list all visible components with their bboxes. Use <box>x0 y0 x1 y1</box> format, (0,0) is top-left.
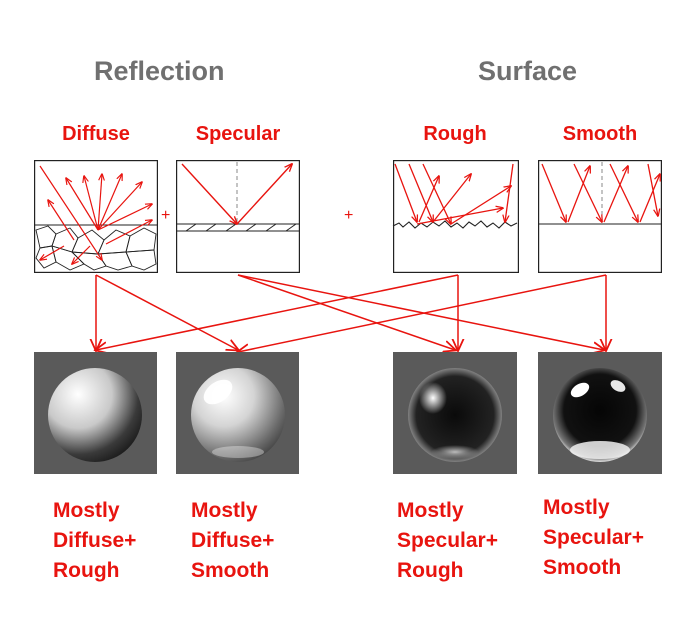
result-line: Smooth <box>543 556 622 579</box>
smooth-label: Smooth <box>562 123 638 145</box>
result-line: Rough <box>397 559 464 582</box>
result-diffuse-rough: Mostly Diffuse+ Rough <box>53 496 136 586</box>
specular-label: Specular <box>195 123 281 145</box>
result-line: Rough <box>53 559 120 582</box>
sphere-diffuse-smooth <box>176 352 299 474</box>
result-specular-smooth: Mostly Specular+ Smooth <box>543 493 644 583</box>
plus-sign-2: + <box>344 207 354 224</box>
result-specular-rough: Mostly Specular+ Rough <box>397 496 498 586</box>
smooth-panel <box>538 160 663 274</box>
rough-label: Rough <box>423 123 487 145</box>
specular-panel <box>176 160 301 274</box>
result-line: Mostly <box>543 496 610 519</box>
reflection-title: Reflection <box>94 56 225 86</box>
diffuse-panel <box>34 160 159 274</box>
plus-sign-1: + <box>161 207 171 224</box>
result-line: Specular+ <box>543 526 644 549</box>
result-line: Smooth <box>191 559 270 582</box>
result-line: Diffuse+ <box>53 529 137 552</box>
result-diffuse-smooth: Mostly Diffuse+ Smooth <box>191 496 274 586</box>
result-line: Mostly <box>191 499 258 522</box>
sphere-specular-smooth <box>538 352 662 474</box>
result-line: Mostly <box>53 499 120 522</box>
surface-title: Surface <box>478 56 578 86</box>
result-line: Mostly <box>397 499 464 522</box>
result-line: Specular+ <box>397 529 498 552</box>
sphere-diffuse-rough <box>34 352 157 474</box>
rough-panel <box>392 160 520 274</box>
result-line: Diffuse+ <box>191 529 275 552</box>
sphere-specular-rough <box>393 352 517 474</box>
diffuse-label: Diffuse <box>62 123 130 145</box>
